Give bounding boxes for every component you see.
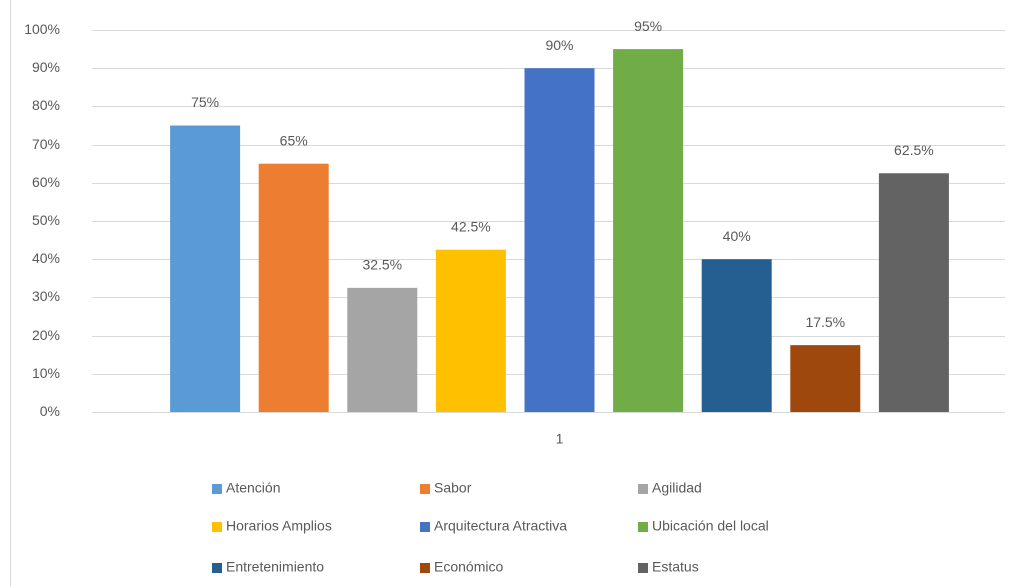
legend-label: Ubicación del local <box>652 518 769 534</box>
bar <box>790 345 861 412</box>
bar <box>524 68 595 412</box>
legend-label: Sabor <box>434 480 472 496</box>
y-tick-label: 90% <box>32 59 60 75</box>
legend-label: Entretenimiento <box>226 559 324 575</box>
legend-swatch <box>420 563 430 573</box>
y-tick-label: 40% <box>32 250 60 266</box>
bar <box>613 49 684 412</box>
y-tick-label: 10% <box>32 365 60 381</box>
bar <box>170 125 241 412</box>
y-tick-label: 60% <box>32 174 60 190</box>
y-tick-label: 80% <box>32 97 60 113</box>
legend-label: Arquitectura Atractiva <box>434 518 567 534</box>
bar <box>347 287 418 412</box>
data-label: 17.5% <box>805 314 845 330</box>
data-label: 65% <box>280 132 308 148</box>
bar <box>435 249 506 412</box>
legend-label: Horarios Amplios <box>226 518 332 534</box>
legend-swatch <box>420 484 430 494</box>
bar <box>878 173 949 412</box>
legend-swatch <box>212 563 222 573</box>
data-label: 75% <box>191 94 219 110</box>
y-tick-label: 50% <box>32 212 60 228</box>
data-label: 42.5% <box>451 218 491 234</box>
legend-label: Estatus <box>652 559 699 575</box>
y-tick-label: 0% <box>40 403 60 419</box>
data-label: 95% <box>634 18 662 34</box>
bar <box>701 259 772 412</box>
legend-swatch <box>638 484 648 494</box>
y-tick-label: 20% <box>32 327 60 343</box>
legend-swatch <box>420 522 430 532</box>
data-label: 90% <box>545 37 573 53</box>
legend-swatch <box>638 522 648 532</box>
data-label: 40% <box>723 228 751 244</box>
y-tick-label: 30% <box>32 288 60 304</box>
bar <box>258 163 329 412</box>
y-tick-label: 70% <box>32 136 60 152</box>
legend-label: Económico <box>434 559 503 575</box>
legend-swatch <box>212 522 222 532</box>
legend-label: Atención <box>226 480 280 496</box>
data-label: 32.5% <box>362 257 402 273</box>
legend-swatch <box>638 563 648 573</box>
data-label: 62.5% <box>894 142 934 158</box>
x-tick-label: 1 <box>556 431 564 447</box>
y-tick-label: 100% <box>24 21 60 37</box>
legend-swatch <box>212 484 222 494</box>
legend-label: Agilidad <box>652 480 702 496</box>
